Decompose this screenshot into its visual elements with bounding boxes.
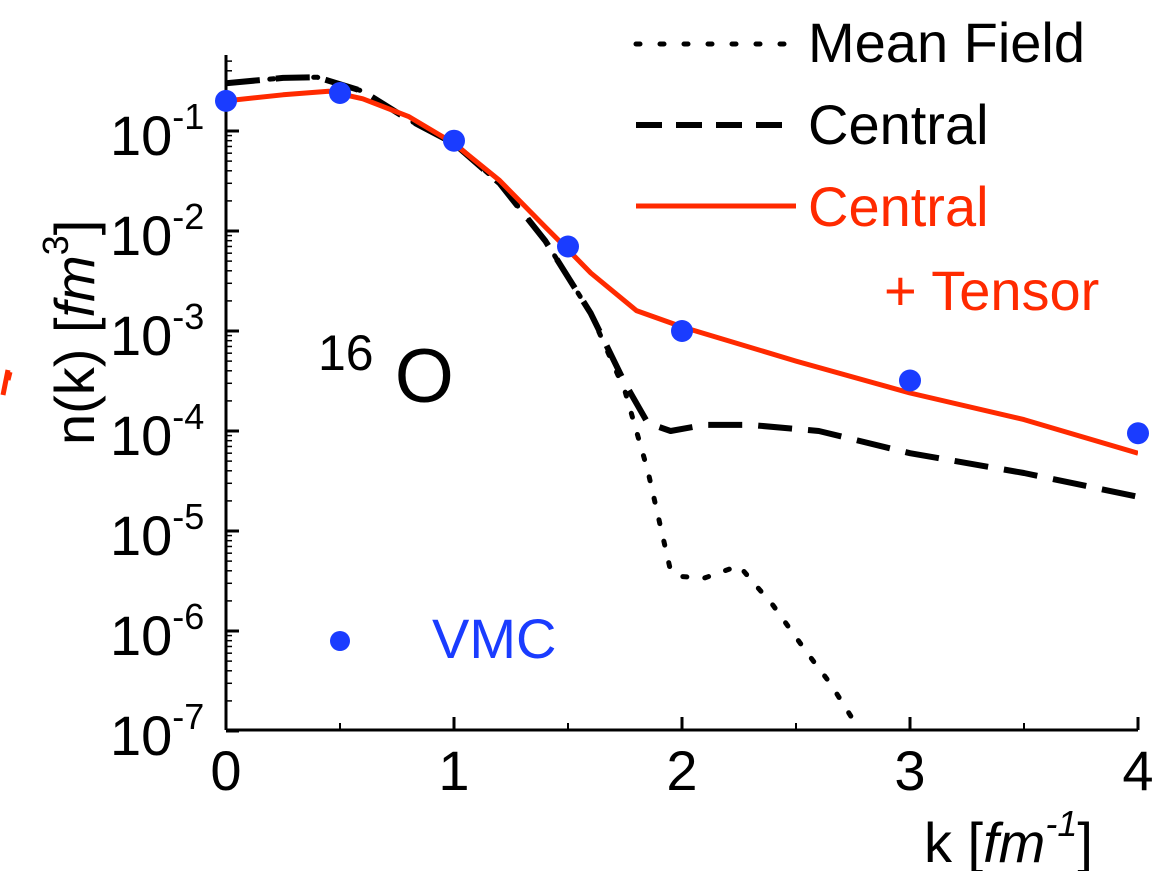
legend-label-vmc: VMC — [432, 607, 556, 670]
vmc-data-point — [899, 369, 921, 392]
y-tick-label: 10-2 — [110, 196, 204, 267]
y-axis-label: n(k) [fm3] — [35, 220, 106, 445]
x-axis-label-unit: fm — [983, 811, 1045, 871]
legend: Mean Field Central Central + Tensor VMC — [330, 11, 1099, 670]
y-axis-label-exp: 3 — [35, 235, 76, 255]
y-tick-label: 10-4 — [110, 396, 204, 467]
marker-layer — [215, 81, 1149, 445]
y-tick-label: 10-7 — [110, 696, 204, 767]
y-tick-label: 10-3 — [110, 296, 204, 367]
x-axis-label: k [fm-1] — [924, 803, 1093, 871]
vmc-data-point — [1127, 422, 1149, 445]
vmc-data-point — [443, 129, 465, 152]
x-tick-label: 3 — [894, 739, 925, 802]
legend-label-central-tensor-line1: Central — [808, 175, 989, 238]
x-tick-label: 0 — [210, 739, 241, 802]
legend-label-mean-field: Mean Field — [808, 11, 1085, 74]
series-line-central — [226, 74, 1138, 500]
y-tick-label: 10-6 — [110, 596, 204, 667]
x-tick-label: 1 — [438, 739, 469, 802]
series-layer — [226, 74, 1138, 723]
y-axis-label-close: ] — [43, 220, 106, 236]
vmc-data-point — [671, 320, 693, 342]
y-axis-label-main: n(k) [ — [43, 317, 106, 445]
x-axis-label-main: k [ — [924, 811, 984, 871]
nucleus-symbol: O — [395, 334, 454, 419]
vmc-data-point — [557, 235, 579, 258]
y-axis-label-unit: fm — [43, 255, 106, 317]
nucleus-annotation: 16 O — [318, 302, 454, 419]
y-tick-label: 10-5 — [110, 496, 204, 567]
vmc-data-point — [215, 89, 237, 112]
vmc-data-point — [329, 81, 351, 104]
series-line-mean-field — [226, 74, 856, 723]
legend-marker-vmc — [330, 631, 350, 651]
y-tick-label: 10-1 — [110, 96, 204, 167]
axis-ticks — [224, 60, 1140, 733]
legend-label-central: Central — [808, 93, 989, 156]
x-axis-label-exp: -1 — [1045, 803, 1077, 844]
x-axis-label-close: ] — [1077, 811, 1093, 871]
x-tick-label: 2 — [666, 739, 697, 802]
nucleus-mass-number: 16 — [318, 325, 374, 381]
legend-label-central-tensor-line2: + Tensor — [884, 259, 1099, 322]
x-tick-label: 4 — [1122, 739, 1153, 802]
edge-artifact-mark — [0, 369, 13, 396]
tick-labels: 0 1 2 3 4 10-1 10-2 10-3 10-4 10-5 10-6 10-7 — [110, 96, 1154, 802]
